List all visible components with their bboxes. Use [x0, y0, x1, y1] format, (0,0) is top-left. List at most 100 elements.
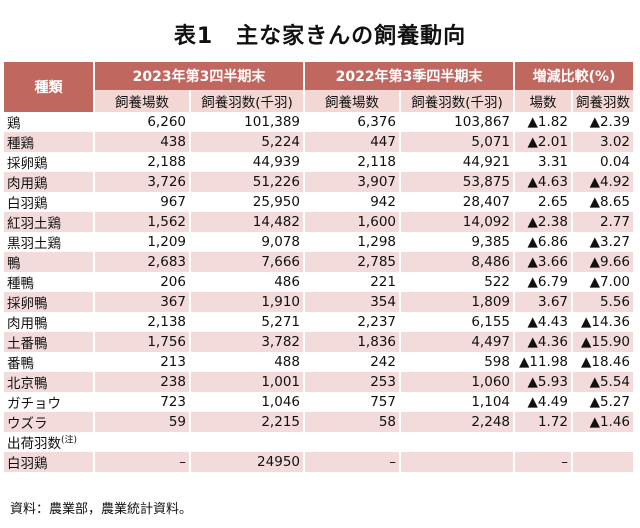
cell-cf: ▲4.36	[514, 332, 573, 352]
table-row: ガチョウ 723 1,046 757 1,104 ▲4.49 ▲5.27	[4, 392, 636, 412]
row-kind-label: 肉用鶏	[7, 176, 48, 192]
row-kind-cell: 白羽鶏	[4, 192, 95, 212]
cell-b2023	[190, 432, 305, 452]
cell-b2023: 5,271	[190, 312, 305, 332]
row-kind-label: 種鶏	[7, 136, 34, 152]
cell-b2023: 101,389	[190, 112, 305, 132]
row-kind-cell: 番鴨	[4, 352, 95, 372]
cell-cf: ▲6.79	[514, 272, 573, 292]
cell-cb: ▲18.46	[572, 352, 636, 372]
cell-f2023: 6,260	[94, 112, 191, 132]
row-kind-label: 肉用鴨	[7, 316, 48, 332]
cell-f2022: 447	[304, 132, 401, 152]
table-row: 種鴨 206 486 221 522 ▲6.79 ▲7.00	[4, 272, 636, 292]
cell-b2023: 5,224	[190, 132, 305, 152]
row-kind-label: 白羽鶏	[7, 196, 48, 212]
cell-f2022: 58	[304, 412, 401, 432]
cell-cf: ▲3.66	[514, 252, 573, 272]
cell-b2023: 9,078	[190, 232, 305, 252]
cell-f2022: 3,907	[304, 172, 401, 192]
cell-cf: ▲6.86	[514, 232, 573, 252]
header-group-2022: 2022年第3季四半期末	[304, 62, 515, 90]
cell-cb: 3.02	[572, 132, 636, 152]
cell-b2022: 598	[400, 352, 515, 372]
cell-f2023: 1,562	[94, 212, 191, 232]
cell-cb: 5.56	[572, 292, 636, 312]
cell-b2022: 53,875	[400, 172, 515, 192]
cell-b2022: 4,497	[400, 332, 515, 352]
row-kind-cell: 鴨	[4, 252, 95, 272]
table-row: 鴨 2,683 7,666 2,785 8,486 ▲3.66 ▲9.66	[4, 252, 636, 272]
cell-f2022: 221	[304, 272, 401, 292]
cell-b2022: 14,092	[400, 212, 515, 232]
cell-f2023: –	[94, 452, 191, 472]
cell-b2022: 5,071	[400, 132, 515, 152]
table-row: 白羽鶏 967 25,950 942 28,407 2.65 ▲8.65	[4, 192, 636, 212]
row-kind-label: ウズラ	[7, 416, 48, 432]
cell-cf: ▲2.38	[514, 212, 573, 232]
cell-f2023: 2,683	[94, 252, 191, 272]
row-kind-label: 番鴨	[7, 356, 34, 372]
row-kind-cell: 肉用鶏	[4, 172, 95, 192]
row-kind-label: 白羽鶏	[7, 456, 48, 472]
cell-b2023: 14,482	[190, 212, 305, 232]
cell-cb: ▲9.66	[572, 252, 636, 272]
cell-b2022: 6,155	[400, 312, 515, 332]
table-body: 鶏 6,260 101,389 6,376 103,867 ▲1.82 ▲2.39 種鶏 438…	[4, 112, 636, 472]
page-title: 表1 主な家きんの飼養動向	[173, 24, 467, 49]
table-row: ウズラ 59 2,215 58 2,248 1.72 ▲1.46	[4, 412, 636, 432]
table-row: 肉用鶏 3,726 51,226 3,907 53,875 ▲4.63 ▲4.92	[4, 172, 636, 192]
cell-f2023: 438	[94, 132, 191, 152]
table-row: 出荷羽数(注)	[4, 432, 636, 452]
table-row: 鶏 6,260 101,389 6,376 103,867 ▲1.82 ▲2.39	[4, 112, 636, 132]
table-row: 北京鴨 238 1,001 253 1,060 ▲5.93 ▲5.54	[4, 372, 636, 392]
cell-cb: 0.04	[572, 152, 636, 172]
cell-f2022: 1,836	[304, 332, 401, 352]
cell-b2022: 8,486	[400, 252, 515, 272]
cell-cf: 2.65	[514, 192, 573, 212]
cell-b2022: 103,867	[400, 112, 515, 132]
cell-b2023: 1,001	[190, 372, 305, 392]
header-kind: 種類	[4, 62, 95, 112]
cell-cb	[572, 432, 636, 452]
cell-f2023: 1,209	[94, 232, 191, 252]
cell-b2023: 25,950	[190, 192, 305, 212]
cell-f2023: 967	[94, 192, 191, 212]
cell-f2023: 1,756	[94, 332, 191, 352]
cell-cf	[514, 432, 573, 452]
cell-b2023: 44,939	[190, 152, 305, 172]
cell-b2023: 488	[190, 352, 305, 372]
row-kind-cell: ウズラ	[4, 412, 95, 432]
cell-b2022: 1,809	[400, 292, 515, 312]
source-note: 資料：農業部，農業統計資料。	[10, 502, 193, 517]
header-farms-2023: 飼養場数	[94, 90, 191, 112]
cell-cb: ▲5.27	[572, 392, 636, 412]
poultry-table: 種類 2023年第3四半期末 2022年第3季四半期末 増減比較(%) 飼養場数…	[4, 62, 636, 472]
row-kind-cell: 紅羽土鶏	[4, 212, 95, 232]
cell-f2023: 206	[94, 272, 191, 292]
row-kind-label: 鶏	[7, 116, 21, 132]
row-kind-cell: 採卵鴨	[4, 292, 95, 312]
cell-cf: ▲4.63	[514, 172, 573, 192]
cell-cb: ▲15.90	[572, 332, 636, 352]
cell-f2022	[304, 432, 401, 452]
cell-cb: ▲1.46	[572, 412, 636, 432]
cell-cf: ▲4.49	[514, 392, 573, 412]
cell-b2022: 2,248	[400, 412, 515, 432]
table-row: 種鶏 438 5,224 447 5,071 ▲2.01 3.02	[4, 132, 636, 152]
cell-f2023: 59	[94, 412, 191, 432]
row-kind-cell: 北京鴨	[4, 372, 95, 392]
row-kind-cell: 肉用鴨	[4, 312, 95, 332]
cell-f2022: 253	[304, 372, 401, 392]
cell-cb: ▲14.36	[572, 312, 636, 332]
cell-f2022: 2,237	[304, 312, 401, 332]
cell-cf: ▲4.43	[514, 312, 573, 332]
row-kind-label: ガチョウ	[7, 396, 61, 412]
row-kind-cell: 鶏	[4, 112, 95, 132]
row-kind-label: 種鴨	[7, 276, 34, 292]
cell-f2023: 238	[94, 372, 191, 392]
cell-f2023: 723	[94, 392, 191, 412]
cell-cb: ▲5.54	[572, 372, 636, 392]
table-row: 肉用鴨 2,138 5,271 2,237 6,155 ▲4.43 ▲14.36	[4, 312, 636, 332]
cell-b2023: 1,046	[190, 392, 305, 412]
